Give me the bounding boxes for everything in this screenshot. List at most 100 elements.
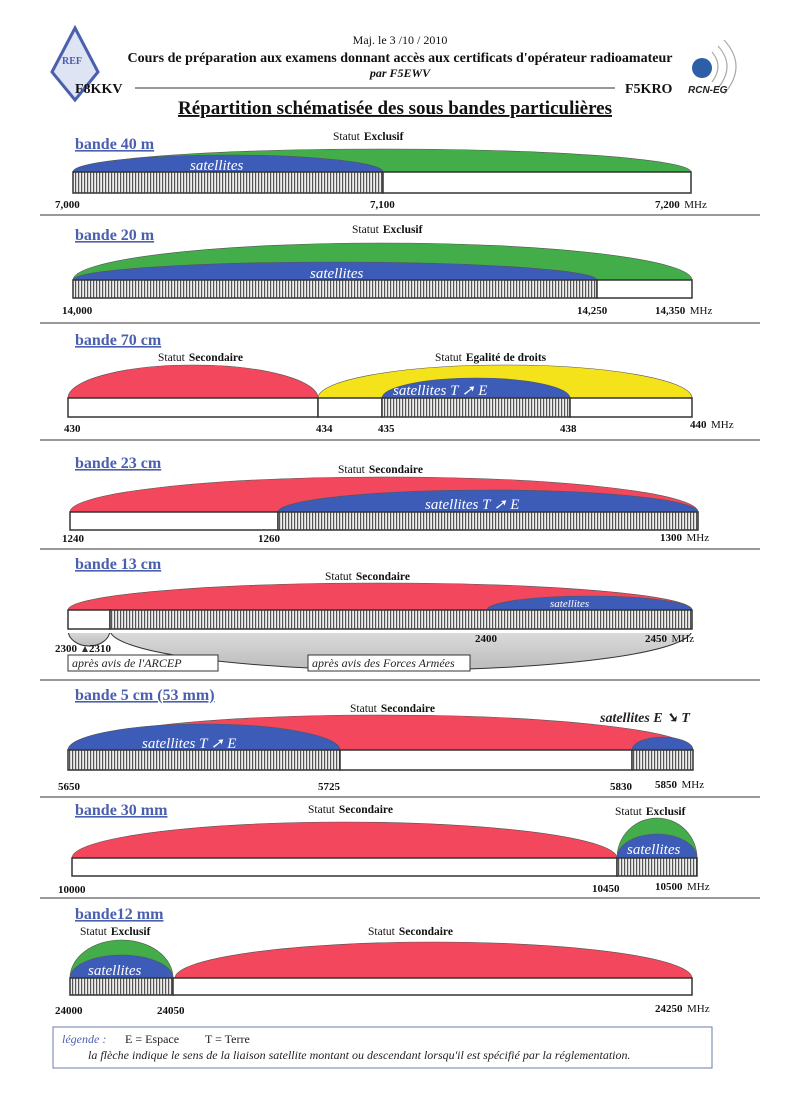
frequency-label: 430 xyxy=(64,423,81,435)
band-segment-bar xyxy=(69,511,279,531)
frequency-label: 10500 xyxy=(655,881,683,893)
band-title: bande 13 cm xyxy=(75,556,162,573)
svg-text:REF: REF xyxy=(62,56,82,67)
status-prefix: Statut xyxy=(368,926,396,938)
frequency-label: 24000 xyxy=(55,1005,83,1017)
frequency-label: 14,250 xyxy=(577,305,608,317)
band-title: bande 70 cm xyxy=(75,332,162,349)
unit-label: MHz xyxy=(687,881,710,893)
status-value: Secondaire xyxy=(381,703,435,715)
status-value: Exclusif xyxy=(383,224,423,236)
arrow-up-icon xyxy=(82,646,88,652)
secondary-status-arc xyxy=(71,821,618,859)
status-value: Secondaire xyxy=(189,352,243,364)
satellite-segment-bar xyxy=(109,609,693,630)
satellites-label: satellites xyxy=(190,158,243,174)
status-label: Statut Secondaire xyxy=(308,804,393,816)
status-label: Statut Exclusif xyxy=(80,926,151,938)
legend-label: légende : xyxy=(62,1032,106,1046)
frequency-label: 2450 xyxy=(645,633,668,645)
band-title: bande 5 cm (53 mm) xyxy=(75,687,215,704)
satellites-label: satellites T ➚ E xyxy=(425,497,519,513)
satellites-arc xyxy=(486,595,693,611)
status-label: Statut Secondaire xyxy=(158,352,243,364)
status-label: Statut Secondaire xyxy=(368,926,453,938)
left-callsign: F8KKV xyxy=(75,82,122,97)
frequency-label: 7,100 xyxy=(370,199,395,211)
frequency-label: 10000 xyxy=(58,884,86,896)
satellites-arc xyxy=(69,954,174,979)
status-label: Statut Exclusif xyxy=(333,131,404,143)
frequency-label: 10450 xyxy=(592,883,620,895)
unit-label: MHz xyxy=(687,532,710,544)
frequency-label: 5725 xyxy=(318,781,341,793)
satellite-segment-bar xyxy=(69,977,174,996)
frequency-label: 1260 xyxy=(258,533,281,545)
band-segment-bar xyxy=(67,609,111,630)
band-segment-bar xyxy=(596,279,693,299)
frequency-label: 5850 xyxy=(655,779,678,791)
satellites-arc xyxy=(67,723,341,751)
status-value: Secondaire xyxy=(339,804,393,816)
band-segment-bar xyxy=(382,171,692,194)
frequency-label: 5830 xyxy=(610,781,633,793)
band-segment-bar xyxy=(172,977,693,996)
band-segment-bar xyxy=(71,857,618,877)
band-title: bande 30 mm xyxy=(75,802,168,819)
status-value: Exclusif xyxy=(646,806,686,818)
author: par F5EWV xyxy=(369,66,431,80)
note-arcep: après avis de l'ARCEP xyxy=(72,656,182,670)
status-label: Statut Egalité de droits xyxy=(435,352,547,364)
status-prefix: Statut xyxy=(158,352,186,364)
satellites-downlink-label: satellites E ➘ T xyxy=(599,711,691,726)
update-date: Maj. le 3 /10 / 2010 xyxy=(353,33,448,47)
frequency-label: 24050 xyxy=(157,1005,185,1017)
status-value: Exclusif xyxy=(111,926,151,938)
satellites-label: satellites xyxy=(310,266,363,282)
status-prefix: Statut xyxy=(435,352,463,364)
course-title: Cours de préparation aux examens donnant… xyxy=(128,51,673,66)
satellites-arc xyxy=(72,154,384,173)
frequency-label: 14,000 xyxy=(62,305,93,317)
status-label: Statut Exclusif xyxy=(352,224,423,236)
satellites-label: satellites xyxy=(627,842,680,858)
status-prefix: Statut xyxy=(325,571,353,583)
status-value: Exclusif xyxy=(364,131,404,143)
frequency-label: 1300 xyxy=(660,532,683,544)
note-armed-forces: après avis des Forces Armées xyxy=(312,656,455,670)
unit-label: MHz xyxy=(684,199,707,211)
legend-text: la flèche indique le sens de la liaison … xyxy=(88,1048,630,1062)
status-value: Secondaire xyxy=(356,571,410,583)
frequency-label: 7,200 xyxy=(655,199,680,211)
status-value: Secondaire xyxy=(399,926,453,938)
unit-label: MHz xyxy=(687,1003,710,1015)
band-title: bande 40 m xyxy=(75,136,155,153)
note-box xyxy=(307,654,471,672)
ref-logo: REF xyxy=(50,24,100,103)
band-title: bande12 mm xyxy=(75,906,164,923)
unit-label: MHz xyxy=(690,305,713,317)
satellite-segment-bar xyxy=(72,279,598,299)
band-segment-bar xyxy=(317,397,383,418)
band-title: bande 20 m xyxy=(75,227,155,244)
secondary-status-arc xyxy=(174,941,693,979)
band-title: bande 23 cm xyxy=(75,455,162,472)
frequency-label: 5650 xyxy=(58,781,81,793)
frequency-label: 2400 xyxy=(475,633,498,645)
legend: légende : E = Espace T = Terre la flèche… xyxy=(52,1026,713,1069)
unit-label: MHz xyxy=(711,419,734,431)
satellites-arc xyxy=(616,833,698,859)
rcn-eg-logo: RCN-EG xyxy=(688,39,737,96)
status-label: Statut Secondaire xyxy=(325,571,410,583)
status-prefix: Statut xyxy=(352,224,380,236)
status-prefix: Statut xyxy=(333,131,361,143)
satellites-arc xyxy=(277,489,699,513)
satellites-label: satellites xyxy=(550,598,589,610)
status-prefix: Statut xyxy=(80,926,108,938)
satellite-segment-bar xyxy=(631,749,694,771)
satellite-segment-bar xyxy=(67,749,341,771)
frequency-label: 2300 xyxy=(55,643,78,655)
frequency-label: 14,350 xyxy=(655,305,686,317)
main-title: Répartition schématisée des sous bandes … xyxy=(178,98,612,119)
status-label: Statut Secondaire xyxy=(338,464,423,476)
